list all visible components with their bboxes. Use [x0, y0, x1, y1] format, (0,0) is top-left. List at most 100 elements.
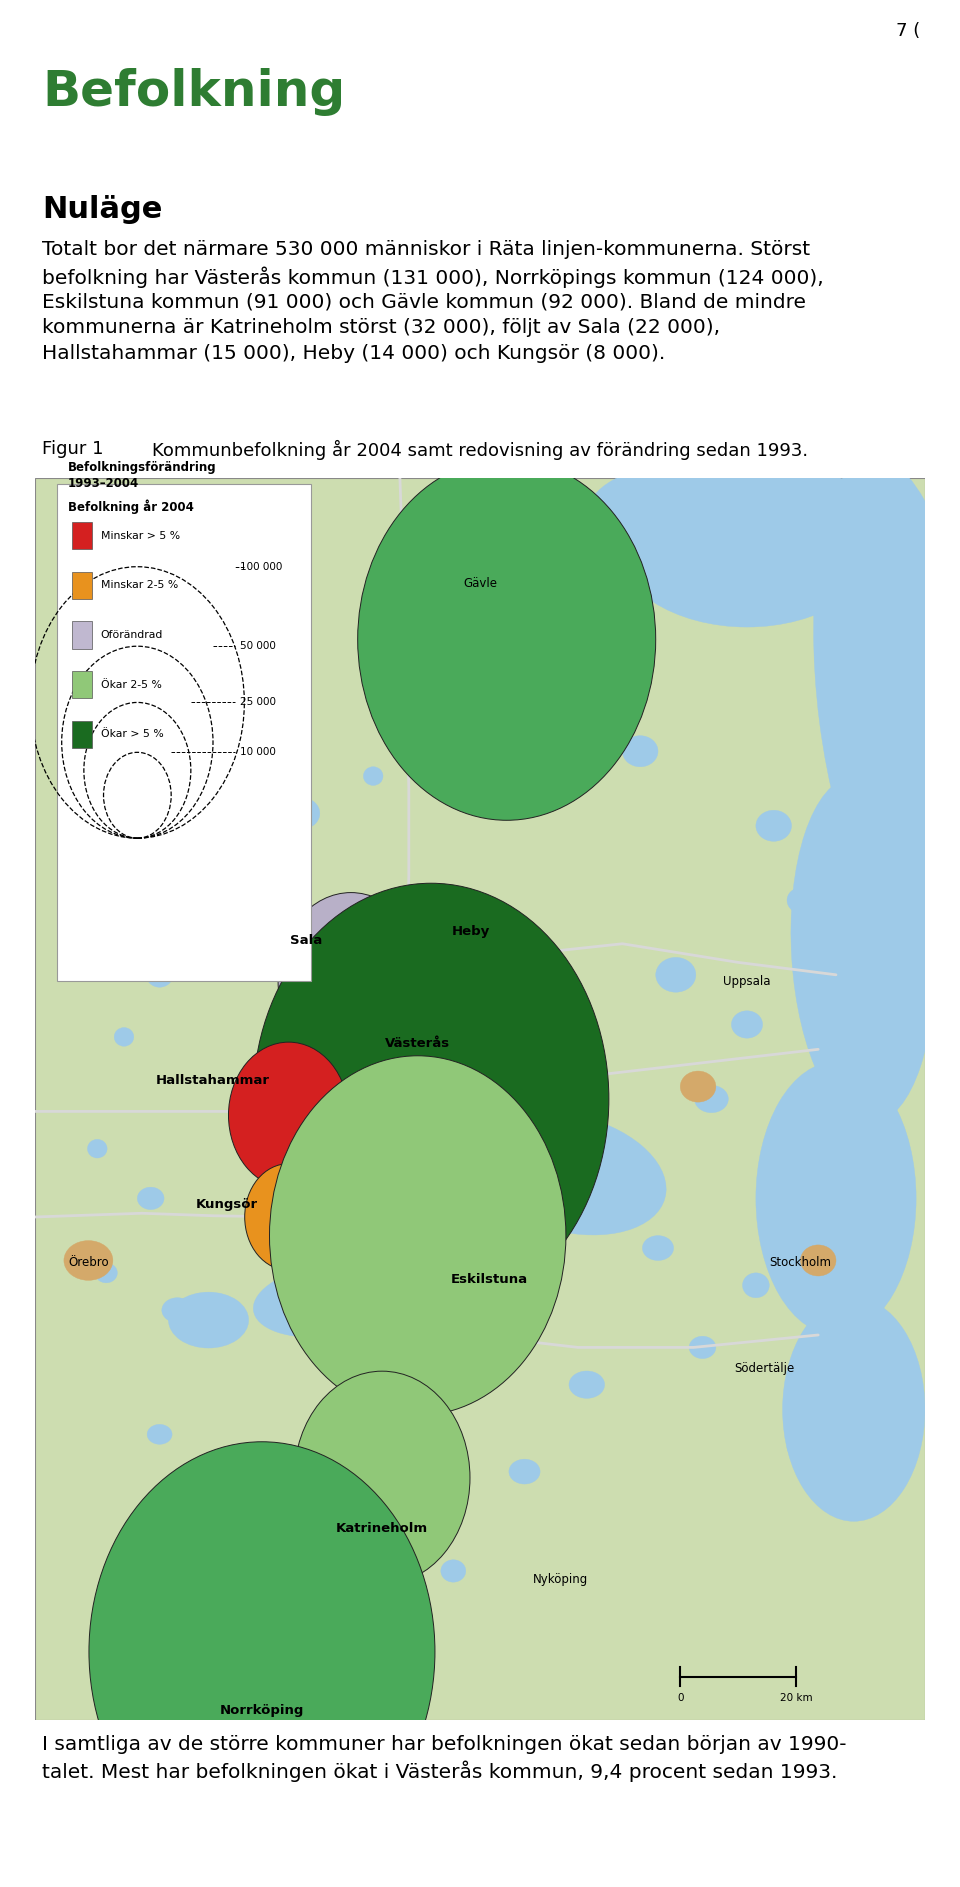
- Ellipse shape: [335, 1585, 358, 1606]
- Ellipse shape: [569, 1372, 605, 1398]
- Ellipse shape: [787, 889, 814, 913]
- Ellipse shape: [245, 1164, 332, 1270]
- Ellipse shape: [200, 1510, 227, 1532]
- Text: Kungsör: Kungsör: [195, 1198, 257, 1211]
- Ellipse shape: [64, 1240, 113, 1281]
- Text: Örebro: Örebro: [68, 1257, 108, 1270]
- FancyBboxPatch shape: [72, 523, 92, 549]
- Ellipse shape: [137, 1187, 164, 1210]
- Text: Befolkning: Befolkning: [42, 68, 346, 115]
- Ellipse shape: [270, 1057, 565, 1415]
- Text: befolkning har Västerås kommun (131 000), Norrköpings kommun (124 000),: befolkning har Västerås kommun (131 000)…: [42, 266, 824, 287]
- Ellipse shape: [787, 1436, 814, 1459]
- Ellipse shape: [613, 453, 880, 626]
- FancyBboxPatch shape: [72, 721, 92, 747]
- Ellipse shape: [431, 1147, 546, 1228]
- Text: Eskilstuna: Eskilstuna: [450, 1272, 527, 1285]
- Ellipse shape: [587, 466, 765, 564]
- Ellipse shape: [782, 1298, 925, 1521]
- Ellipse shape: [364, 766, 383, 785]
- Ellipse shape: [480, 621, 534, 664]
- Ellipse shape: [742, 1274, 769, 1298]
- Ellipse shape: [345, 1468, 375, 1495]
- Ellipse shape: [162, 1298, 193, 1323]
- Ellipse shape: [441, 1561, 466, 1581]
- Ellipse shape: [689, 1336, 716, 1359]
- FancyBboxPatch shape: [72, 672, 92, 698]
- Ellipse shape: [563, 681, 612, 721]
- Ellipse shape: [400, 1174, 480, 1236]
- Text: Befolkningsförändring
1993–2004: Befolkningsförändring 1993–2004: [68, 460, 217, 491]
- Text: kommunerna är Katrineholm störst (32 000), följt av Sala (22 000),: kommunerna är Katrineholm störst (32 000…: [42, 319, 720, 338]
- Ellipse shape: [509, 1459, 540, 1483]
- Text: I samtliga av de större kommuner har befolkningen ökat sedan början av 1990-: I samtliga av de större kommuner har bef…: [42, 1734, 847, 1755]
- Ellipse shape: [253, 883, 609, 1315]
- Ellipse shape: [284, 798, 320, 828]
- Text: Norrköping: Norrköping: [220, 1704, 304, 1717]
- Text: Södertälje: Södertälje: [734, 1362, 795, 1376]
- Text: talet. Mest har befolkningen ökat i Västerås kommun, 9,4 procent sedan 1993.: talet. Mest har befolkningen ökat i Väst…: [42, 1761, 837, 1783]
- Ellipse shape: [511, 740, 538, 764]
- Ellipse shape: [732, 1011, 762, 1038]
- Text: 100 000: 100 000: [240, 562, 282, 572]
- Ellipse shape: [95, 1262, 117, 1283]
- Text: 25 000: 25 000: [240, 698, 276, 708]
- Text: Hallstahammar: Hallstahammar: [156, 1074, 270, 1087]
- Text: Sala: Sala: [290, 934, 323, 947]
- Text: Eskilstuna kommun (91 000) och Gävle kommun (92 000). Bland de mindre: Eskilstuna kommun (91 000) och Gävle kom…: [42, 292, 806, 311]
- Text: Oförändrad: Oförändrad: [101, 630, 163, 640]
- Ellipse shape: [89, 1442, 435, 1862]
- Text: Figur 1: Figur 1: [42, 440, 104, 459]
- Text: Nuläge: Nuläge: [42, 194, 162, 225]
- Text: Stockholm: Stockholm: [769, 1257, 831, 1270]
- FancyBboxPatch shape: [72, 572, 92, 598]
- Text: Ökar 2-5 %: Ökar 2-5 %: [101, 679, 161, 689]
- Text: Uppsala: Uppsala: [723, 974, 771, 987]
- Ellipse shape: [813, 457, 960, 947]
- Ellipse shape: [642, 1236, 674, 1261]
- Ellipse shape: [218, 838, 244, 862]
- Text: Gävle: Gävle: [463, 577, 497, 591]
- FancyBboxPatch shape: [58, 485, 311, 981]
- Text: Kommunbefolkning år 2004 samt redovisning av förändring sedan 1993.: Kommunbefolkning år 2004 samt redovisnin…: [152, 440, 808, 460]
- Ellipse shape: [770, 1113, 795, 1134]
- Text: 7 (: 7 (: [896, 23, 920, 40]
- Text: 50 000: 50 000: [240, 642, 276, 651]
- Ellipse shape: [756, 1062, 916, 1334]
- Text: Nyköping: Nyköping: [533, 1574, 588, 1587]
- Text: Hallstahammar (15 000), Heby (14 000) och Kungsör (8 000).: Hallstahammar (15 000), Heby (14 000) oc…: [42, 343, 665, 362]
- Ellipse shape: [228, 1042, 348, 1189]
- Ellipse shape: [358, 459, 656, 821]
- Ellipse shape: [423, 764, 448, 787]
- Ellipse shape: [253, 1262, 404, 1338]
- FancyBboxPatch shape: [72, 621, 92, 649]
- Text: Västerås: Västerås: [385, 1036, 450, 1049]
- Text: Minskar > 5 %: Minskar > 5 %: [101, 530, 180, 542]
- Text: Totalt bor det närmare 530 000 människor i Räta linjen-kommunerna. Störst: Totalt bor det närmare 530 000 människor…: [42, 240, 810, 259]
- Ellipse shape: [147, 1425, 172, 1444]
- Text: Ökar > 5 %: Ökar > 5 %: [101, 730, 163, 740]
- Ellipse shape: [87, 1140, 108, 1159]
- Ellipse shape: [656, 957, 696, 993]
- Ellipse shape: [756, 810, 791, 842]
- Text: 20 km: 20 km: [780, 1693, 812, 1702]
- Ellipse shape: [146, 962, 173, 987]
- Ellipse shape: [791, 777, 934, 1123]
- Text: 10 000: 10 000: [240, 747, 276, 757]
- Text: Befolkning år 2004: Befolkning år 2004: [68, 500, 194, 513]
- Text: Minskar 2-5 %: Minskar 2-5 %: [101, 581, 179, 591]
- Ellipse shape: [681, 1072, 716, 1102]
- Ellipse shape: [114, 1028, 133, 1045]
- Text: Heby: Heby: [452, 925, 491, 938]
- Ellipse shape: [472, 1111, 666, 1234]
- Ellipse shape: [184, 902, 206, 925]
- Ellipse shape: [278, 893, 423, 1070]
- Text: 0: 0: [677, 1693, 684, 1702]
- Ellipse shape: [399, 904, 516, 1045]
- Text: Katrineholm: Katrineholm: [336, 1523, 428, 1536]
- Ellipse shape: [169, 1293, 249, 1347]
- Ellipse shape: [622, 736, 658, 766]
- Ellipse shape: [294, 1372, 470, 1585]
- Ellipse shape: [801, 1245, 836, 1276]
- Ellipse shape: [694, 1085, 729, 1113]
